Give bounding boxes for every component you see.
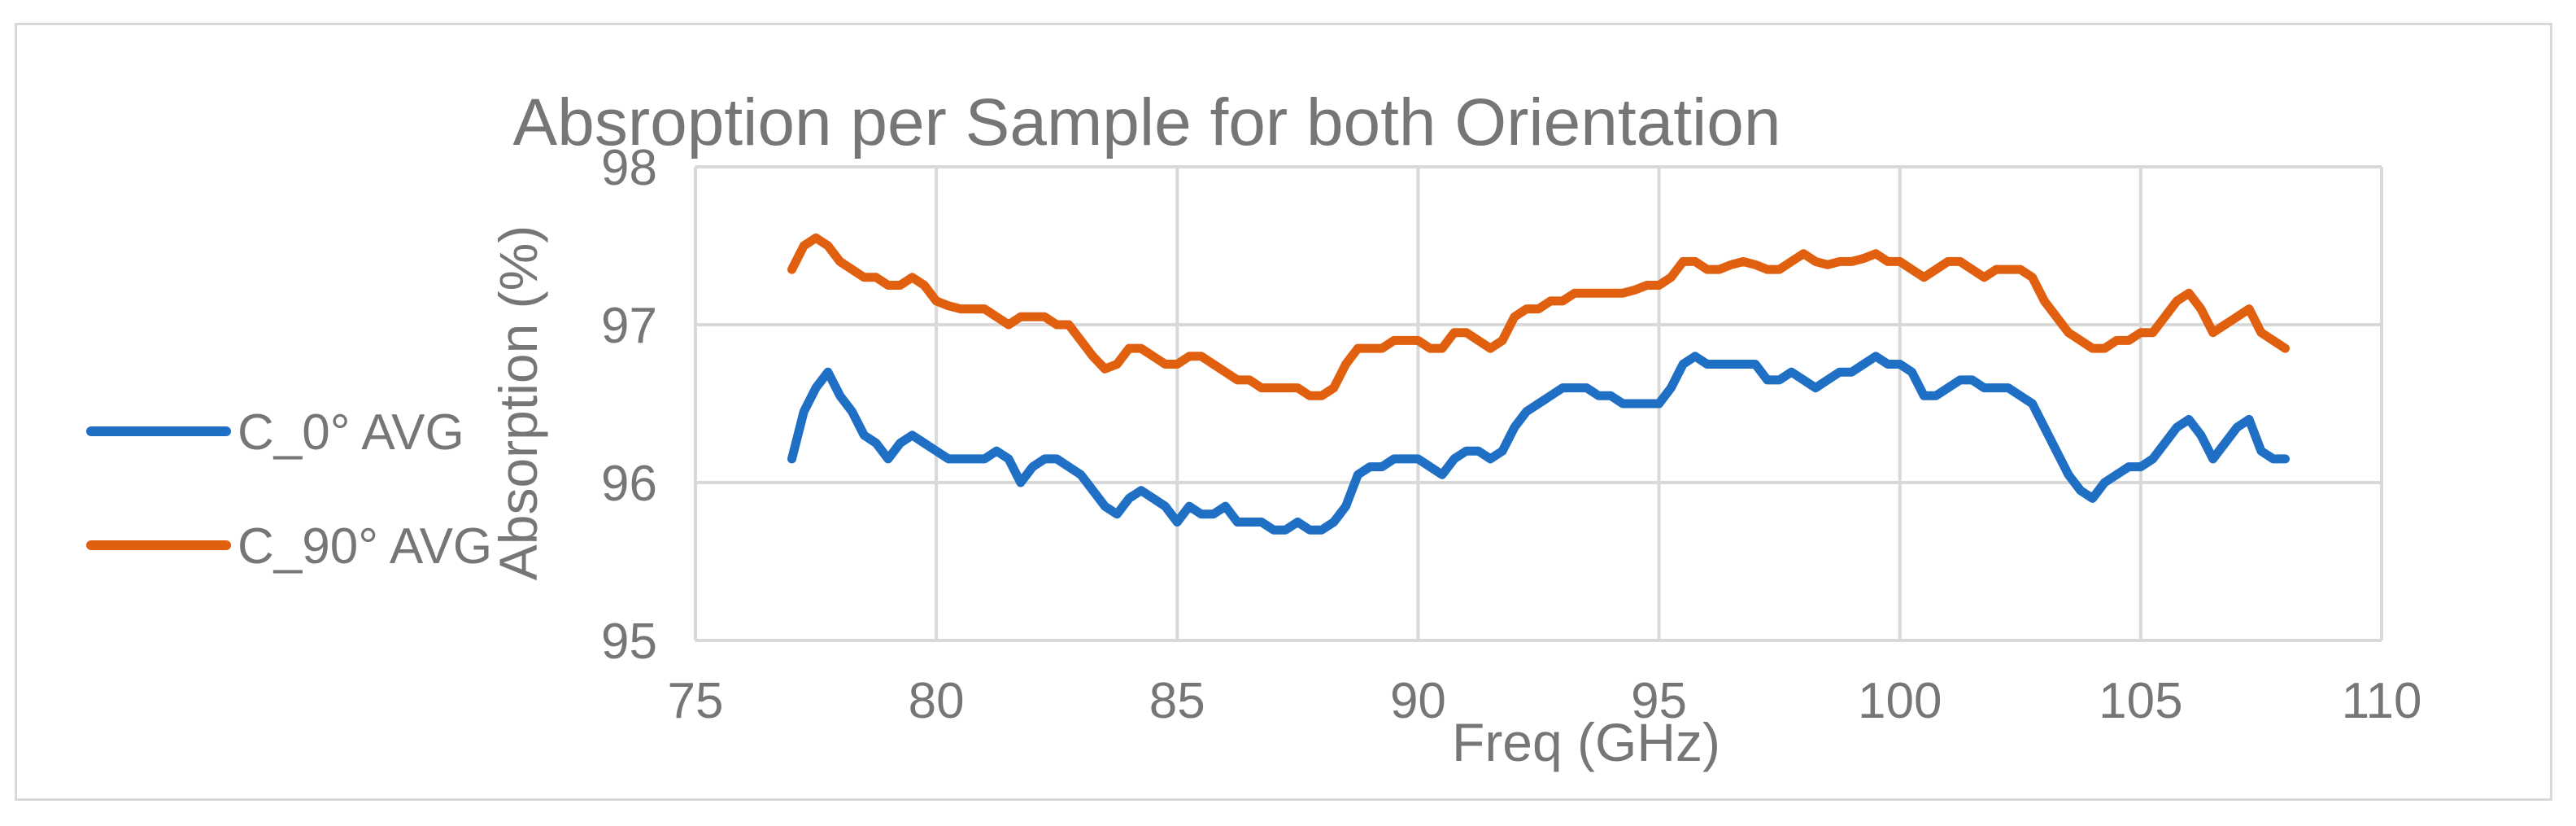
y-tick-label: 95 [601,614,657,670]
legend-label: C_90° AVG [238,518,492,575]
x-tick-label: 80 [909,673,965,729]
series-lines [787,233,2290,535]
series-line-c0 [787,352,2290,535]
x-tick-label: 95 [1631,673,1687,729]
x-tick-label: 90 [1390,673,1446,729]
chart-title: Absroption per Sample for both Orientati… [513,85,1781,160]
y-tick-label: 98 [601,140,657,196]
gridlines [694,165,2383,642]
chart-area [15,23,2552,801]
x-tick-label: 110 [2342,673,2422,729]
x-tick-label: 75 [668,673,724,729]
legend-label: C_0° AVG [238,404,464,461]
x-tick-label: 100 [1858,673,1942,729]
x-tick-label: 85 [1149,673,1205,729]
y-tick-label: 96 [601,456,657,512]
tick-labels: 75 80 85 90 95 100 105 110 95 96 97 98 [601,140,2421,729]
series-line-c90 [787,233,2290,400]
x-tick-label: 105 [2099,673,2182,729]
legend: C_0° AVG C_90° AVG [86,404,492,575]
x-axis-label: Freq (GHz) [1452,712,1720,772]
y-tick-label: 97 [601,298,657,354]
y-axis-label: Absorption (%) [488,225,548,581]
